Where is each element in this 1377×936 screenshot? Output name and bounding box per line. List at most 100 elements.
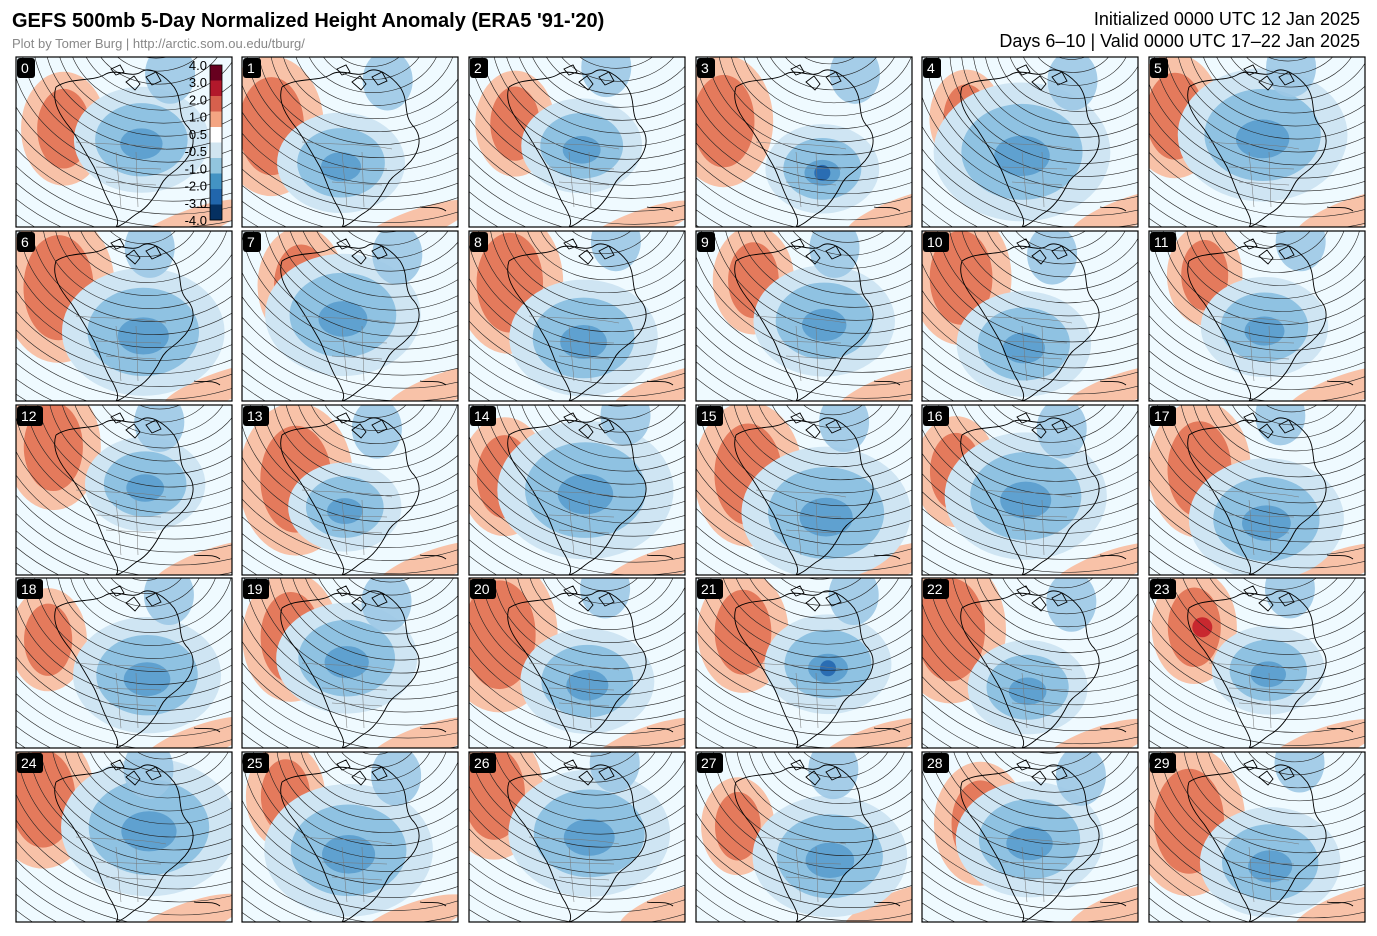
- label-box: [923, 406, 949, 426]
- panel-label: 12: [21, 408, 37, 424]
- height-contour: [28, 752, 232, 864]
- height-contour: [1033, 578, 1094, 589]
- height-contour: [138, 405, 181, 410]
- label-box: [923, 753, 949, 773]
- height-contour: [1011, 752, 1093, 767]
- height-contour: [763, 231, 912, 282]
- height-contour: [1157, 405, 1365, 517]
- borders: [528, 489, 620, 556]
- height-contour: [532, 57, 685, 108]
- coastline: [1187, 585, 1354, 748]
- coastline: [54, 412, 221, 575]
- height-contour: [521, 405, 685, 472]
- height-contour: [922, 95, 1138, 203]
- ridge-core: [1192, 617, 1213, 638]
- height-contour: [469, 578, 685, 695]
- height-contour: [579, 57, 654, 69]
- height-contour: [1149, 676, 1365, 733]
- south-ridge: [1266, 719, 1365, 748]
- height-contour: [1149, 151, 1365, 218]
- height-contour: [562, 405, 680, 433]
- coastline: [54, 585, 221, 748]
- height-contour: [977, 405, 1125, 443]
- credit: Plot by Tomer Burg | http://arctic.som.o…: [12, 36, 305, 51]
- panel-frame: [241, 751, 459, 923]
- height-contour: [985, 57, 1138, 125]
- height-contour: [1216, 57, 1365, 101]
- height-contour: [1149, 618, 1365, 694]
- height-contour: [1193, 405, 1365, 478]
- height-contour: [469, 157, 685, 225]
- height-contour: [55, 231, 232, 296]
- label-box: [1150, 579, 1176, 599]
- height-contour: [302, 231, 458, 285]
- height-contour: [1264, 752, 1326, 763]
- borders: [528, 662, 620, 729]
- height-contour: [242, 83, 458, 171]
- height-contour: [527, 231, 685, 281]
- panel-frame: [695, 404, 913, 576]
- south-ridge: [1293, 882, 1365, 922]
- height-contour: [16, 147, 232, 215]
- height-contour: [253, 752, 458, 859]
- height-contour: [556, 578, 657, 604]
- coastline: [507, 585, 674, 748]
- height-contour: [242, 296, 458, 376]
- panel-frame: [1148, 751, 1366, 923]
- height-contour: [300, 752, 458, 807]
- height-contour: [549, 752, 637, 770]
- borders: [75, 662, 167, 729]
- map-panel: 4: [921, 56, 1139, 228]
- height-contour: [285, 405, 458, 470]
- height-contour: [731, 57, 912, 130]
- ridge-inner: [469, 580, 536, 690]
- height-contour: [928, 752, 1138, 845]
- height-contour: [571, 231, 632, 242]
- map-content: [16, 57, 232, 227]
- height-contour: [519, 752, 673, 796]
- height-contour: [1149, 752, 1365, 880]
- borders: [301, 489, 393, 556]
- south-ridge: [601, 541, 685, 575]
- height-contour: [265, 231, 458, 324]
- height-contour: [922, 524, 1138, 573]
- borders: [981, 662, 1073, 729]
- map-content: [922, 57, 1138, 227]
- panel-label: 6: [21, 234, 29, 250]
- map-content: [469, 57, 685, 227]
- south-ridge: [131, 893, 232, 922]
- trough-inner: [120, 128, 163, 160]
- vortex: [600, 405, 651, 446]
- borders: [75, 315, 167, 382]
- map-panel: 22: [921, 577, 1139, 749]
- colorbar-segment: [210, 127, 222, 143]
- borders: [981, 489, 1073, 556]
- height-contour: [1149, 798, 1365, 893]
- height-contour: [469, 484, 685, 563]
- coastline: [54, 759, 221, 922]
- map-panel: 24: [15, 751, 233, 923]
- label-box: [243, 58, 261, 78]
- height-contour: [1149, 823, 1365, 906]
- label-box: [17, 579, 43, 599]
- map-panel: 5: [1148, 56, 1366, 228]
- height-contour: [989, 578, 1138, 628]
- height-contour: [130, 578, 159, 581]
- height-contour: [696, 834, 912, 908]
- south-ridge: [844, 881, 912, 922]
- height-contour: [469, 242, 685, 346]
- map-content: [696, 578, 912, 748]
- coastline: [507, 759, 674, 922]
- height-contour: [469, 828, 685, 887]
- colorbar-label: 2.0: [189, 92, 207, 107]
- height-contour: [542, 578, 674, 617]
- title: GEFS 500mb 5-Day Normalized Height Anoma…: [12, 10, 604, 32]
- height-contour: [746, 405, 912, 468]
- height-contour: [1034, 231, 1086, 239]
- height-contour: [64, 752, 232, 825]
- panel-label: 3: [701, 60, 709, 76]
- height-contour: [1182, 578, 1365, 642]
- height-contour: [735, 578, 912, 632]
- height-contour: [1180, 405, 1365, 491]
- map-panel: 9: [695, 230, 913, 402]
